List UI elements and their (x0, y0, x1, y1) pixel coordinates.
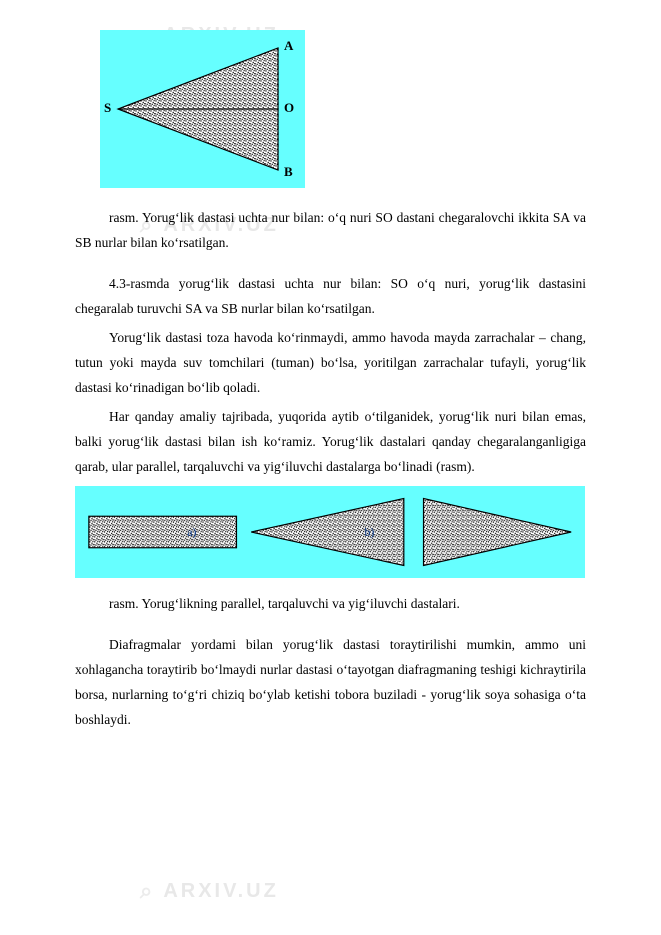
caption-1: rasm. Yorug‘lik dastasi uchta nur bilan:… (75, 206, 586, 256)
figure-1-canvas: S A O B (100, 30, 305, 188)
paragraph-2: Yorug‘lik dastasi toza havoda ko‘rinmayd… (75, 326, 586, 401)
page-content: S A O B rasm. Yorug‘lik dastasi uchta nu… (75, 30, 586, 733)
label-b: b) (364, 525, 374, 539)
triangle-beam-diagram (100, 30, 305, 188)
watermark-text: ARXIV.UZ (163, 880, 279, 903)
magnifier-icon: ⌕ (140, 878, 155, 904)
label-B: B (284, 164, 293, 180)
paragraph-1: 4.3-rasmda yorug‘lik dastasi uchta nur b… (75, 272, 586, 322)
label-S: S (104, 100, 111, 116)
watermark: ⌕ ARXIV.UZ (140, 878, 279, 904)
label-a: a) (187, 525, 196, 539)
figure-1: S A O B (100, 30, 586, 188)
label-O: O (284, 100, 294, 116)
beam-types-diagram: a) b) (79, 486, 581, 578)
figure-2: a) b) (75, 486, 586, 578)
caption-2: rasm. Yorug‘likning parallel, tarqaluvch… (75, 592, 586, 617)
figure-2-canvas: a) b) (75, 486, 585, 578)
paragraph-3: Har qanday amaliy tajribada, yuqorida ay… (75, 405, 586, 480)
paragraph-4: Diafragmalar yordami bilan yorug‘lik das… (75, 633, 586, 733)
label-A: A (284, 38, 293, 54)
